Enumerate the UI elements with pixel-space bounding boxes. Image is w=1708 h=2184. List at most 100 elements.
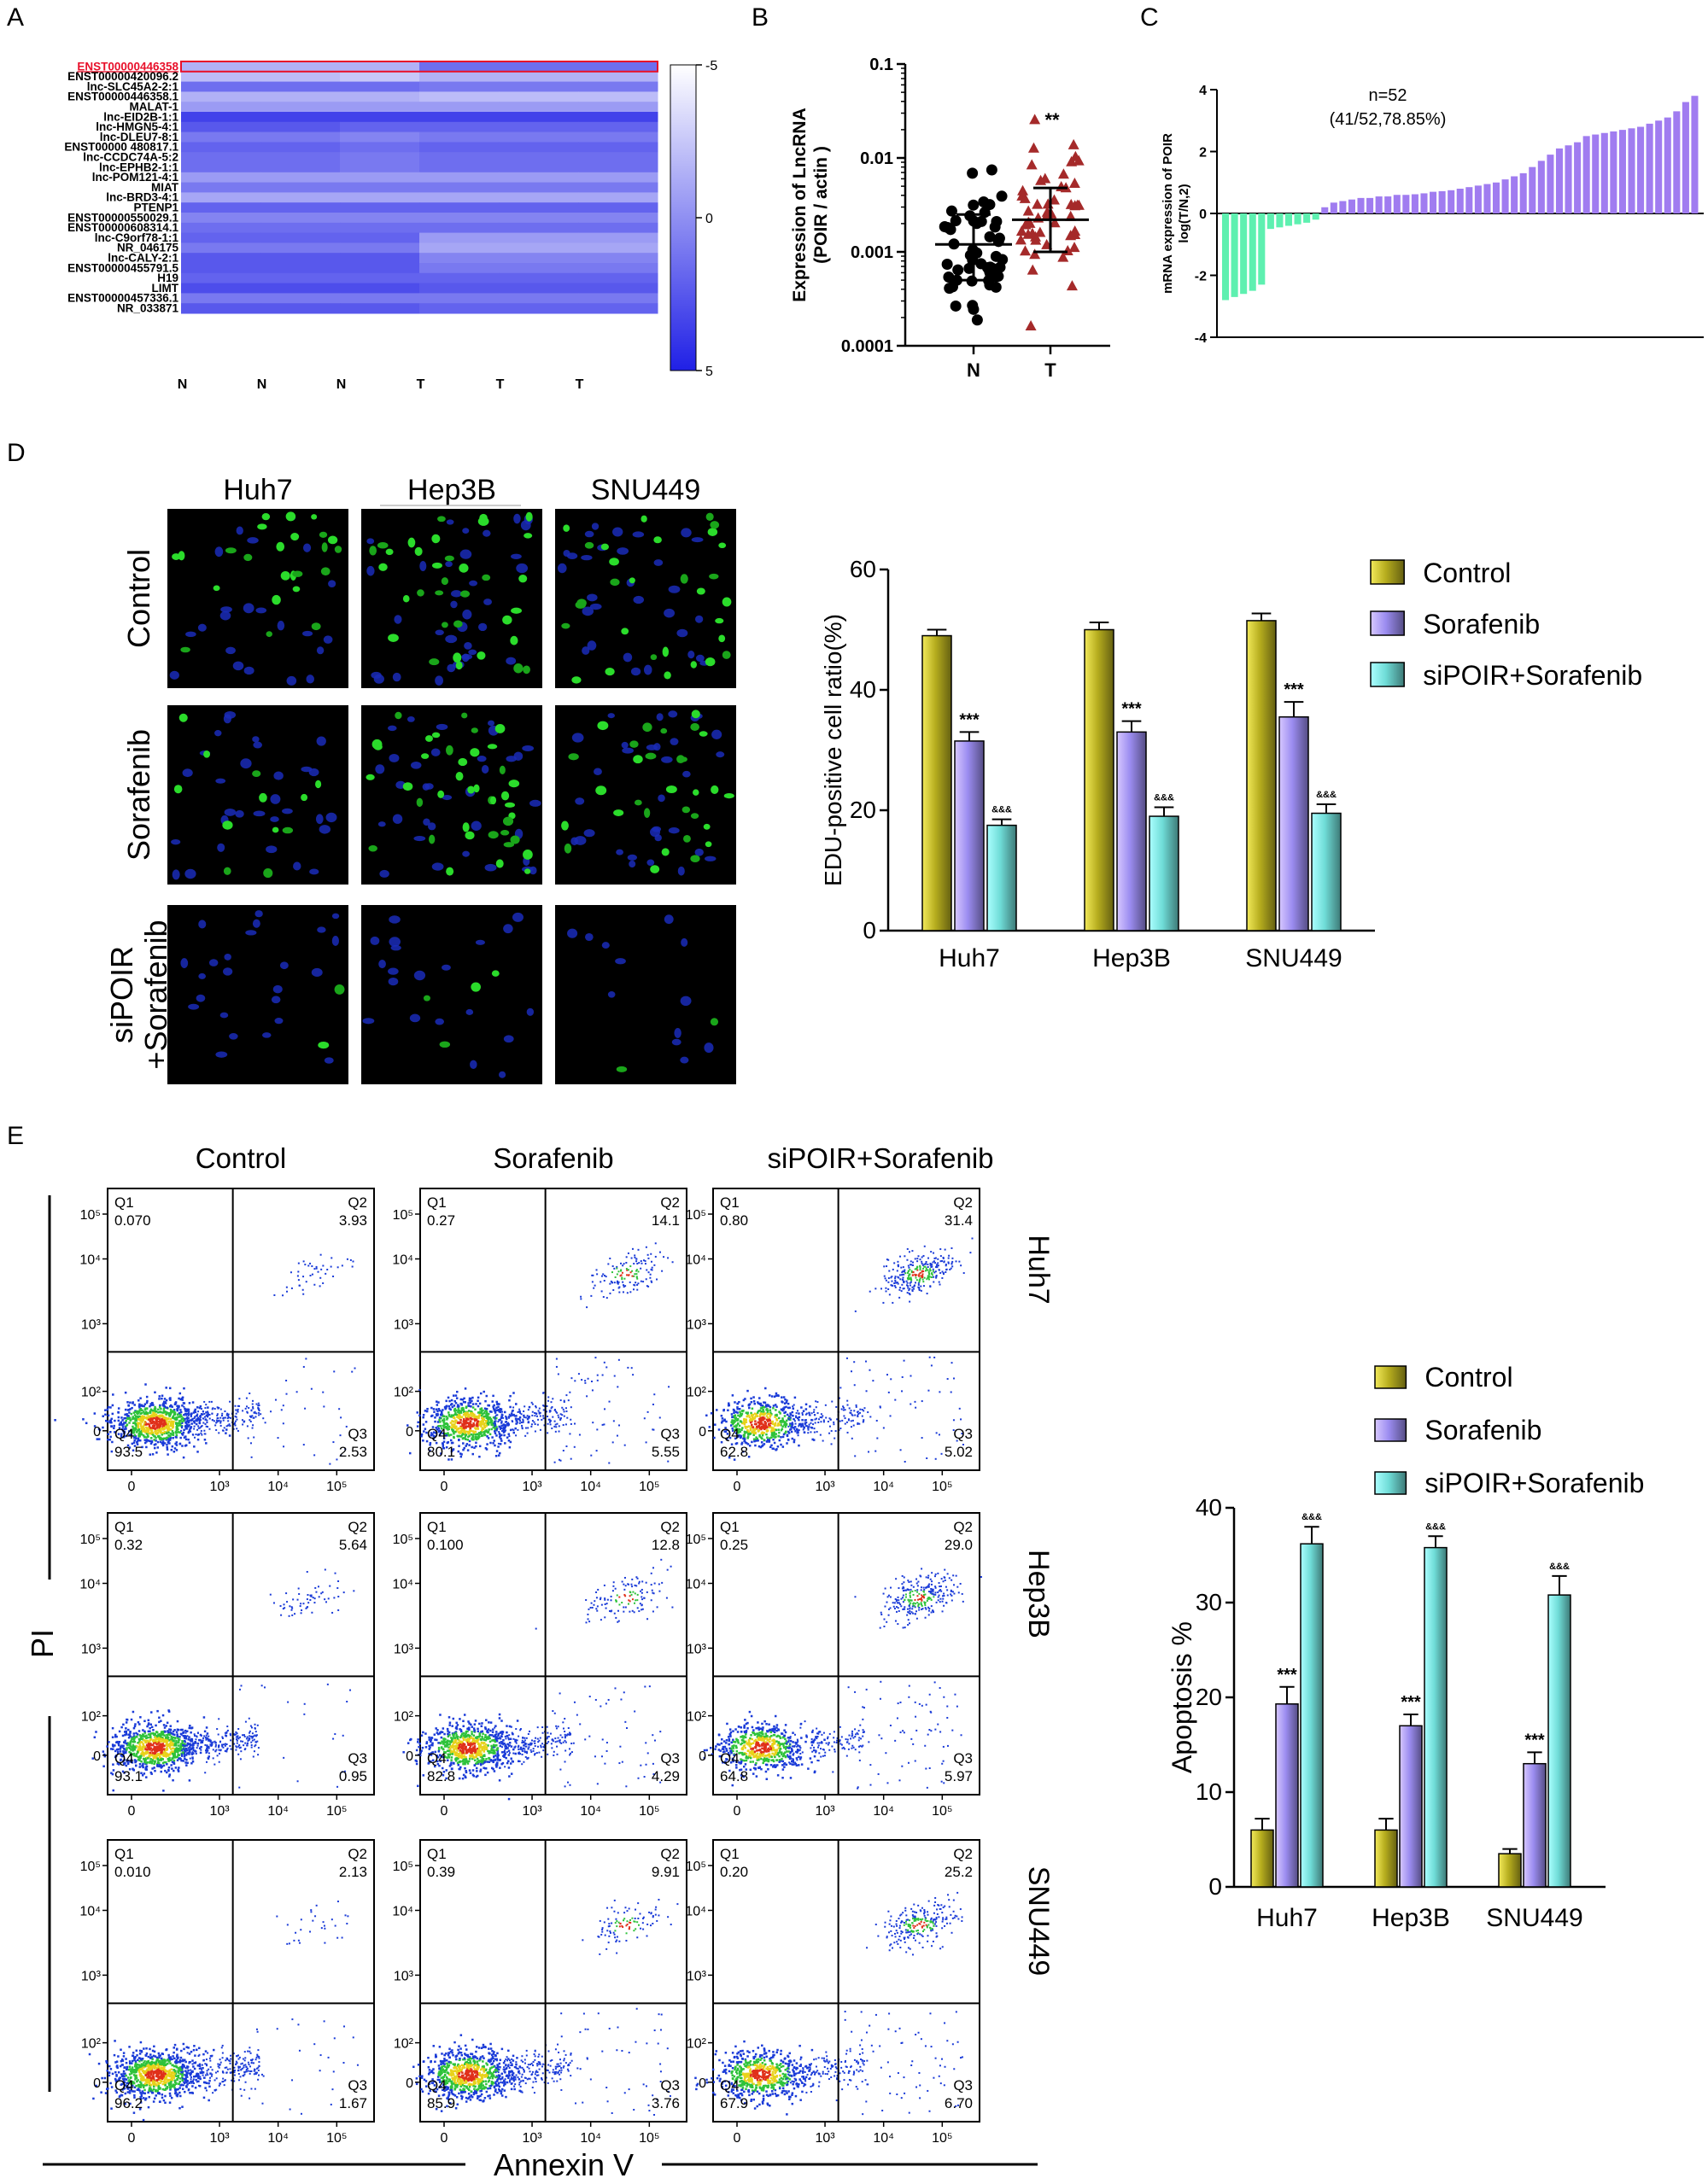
- event-dot: [205, 1425, 208, 1428]
- nucleus-green: [524, 533, 533, 539]
- event-dot: [769, 1419, 771, 1422]
- event-dot: [759, 1403, 762, 1406]
- event-dot: [505, 1416, 508, 1419]
- waterfall-bar: [1483, 184, 1491, 213]
- event-dot: [636, 1263, 639, 1265]
- event-dot: [420, 1434, 423, 1438]
- event-dot: [182, 1431, 185, 1434]
- nucleus-blue: [254, 910, 263, 918]
- event-dot: [766, 1420, 769, 1422]
- nucleus-blue: [616, 849, 623, 855]
- event-dot: [283, 1445, 285, 1448]
- event-dot: [186, 1761, 189, 1765]
- event-dot: [777, 1423, 781, 1427]
- event-dot: [313, 1454, 316, 1457]
- event-dot: [237, 1408, 239, 1410]
- event-dot: [754, 1444, 757, 1447]
- event-dot: [562, 1450, 564, 1452]
- event-dot: [795, 1428, 798, 1431]
- event-dot: [442, 1426, 446, 1429]
- event-dot: [106, 1420, 109, 1423]
- nucleus-green: [446, 867, 454, 876]
- event-dot: [175, 1416, 178, 1419]
- heatmap-cell: [419, 91, 500, 102]
- nucleus-blue: [236, 526, 243, 535]
- data-point-N: [997, 254, 1009, 266]
- event-dot: [93, 1412, 97, 1415]
- nucleus-blue: [623, 652, 633, 663]
- quadrant-value-q1: 0.80: [720, 1212, 748, 1229]
- event-dot: [530, 1423, 533, 1426]
- event-dot: [503, 1423, 506, 1426]
- heatmap-cell: [419, 232, 500, 243]
- event-dot: [769, 1436, 773, 1439]
- event-dot: [453, 1423, 456, 1426]
- event-dot: [125, 1733, 128, 1736]
- event-dot: [178, 1416, 181, 1418]
- event-dot: [869, 1369, 871, 1371]
- event-dot: [917, 1255, 920, 1258]
- nucleus-blue: [394, 615, 402, 624]
- event-dot: [474, 1419, 477, 1422]
- nucleus-green: [595, 785, 607, 796]
- event-dot: [819, 1434, 822, 1436]
- nucleus-blue: [315, 814, 324, 825]
- event-dot: [196, 1434, 199, 1436]
- event-dot: [468, 1431, 471, 1434]
- event-dot: [209, 1743, 212, 1746]
- waterfall-bar: [1249, 213, 1256, 291]
- event-dot: [482, 1434, 484, 1437]
- event-dot: [951, 1260, 954, 1263]
- nucleus-green: [407, 537, 416, 548]
- data-point-T: [1022, 228, 1034, 239]
- event-dot: [751, 1440, 753, 1444]
- event-dot: [769, 1422, 772, 1425]
- event-dot: [137, 1720, 140, 1724]
- event-dot: [834, 1430, 837, 1433]
- event-dot: [122, 1760, 125, 1762]
- event-dot: [157, 1411, 160, 1414]
- event-dot: [754, 1428, 757, 1431]
- event-dot: [644, 1259, 646, 1262]
- event-dot: [737, 1435, 740, 1439]
- significance-label: ***: [1284, 680, 1304, 699]
- event-dot: [903, 1359, 905, 1362]
- event-dot: [634, 1284, 636, 1287]
- event-dot: [804, 1425, 807, 1428]
- event-dot: [723, 1430, 726, 1433]
- event-dot: [133, 1755, 136, 1757]
- event-dot: [905, 1284, 908, 1287]
- event-dot: [147, 1719, 150, 1722]
- event-dot: [142, 1425, 145, 1428]
- event-dot: [207, 1410, 209, 1413]
- event-dot: [542, 1409, 545, 1411]
- event-dot: [126, 1761, 130, 1764]
- event-dot: [745, 1418, 747, 1421]
- event-dot: [921, 1262, 923, 1264]
- nucleus-green: [290, 533, 300, 541]
- data-point-N: [986, 164, 997, 176]
- event-dot: [537, 1418, 540, 1421]
- event-dot: [828, 1432, 831, 1434]
- nucleus-green: [261, 513, 271, 521]
- event-dot: [164, 1416, 167, 1419]
- event-dot: [168, 1756, 171, 1760]
- event-dot: [720, 1440, 723, 1444]
- event-dot: [165, 1743, 168, 1745]
- event-dot: [453, 1426, 456, 1428]
- nucleus-blue: [252, 919, 260, 928]
- event-dot: [171, 1761, 174, 1763]
- event-dot: [185, 1408, 188, 1411]
- event-dot: [453, 1407, 457, 1410]
- nucleus-blue: [319, 825, 331, 834]
- event-dot: [190, 1726, 193, 1730]
- event-dot: [139, 1416, 143, 1418]
- event-dot: [149, 1428, 153, 1431]
- event-dot: [205, 1726, 208, 1729]
- event-dot: [798, 1416, 801, 1419]
- nucleus-blue: [219, 610, 231, 621]
- event-dot: [896, 1270, 898, 1272]
- event-dot: [739, 1430, 742, 1434]
- heatmap-cell: [578, 202, 658, 213]
- quadrant-value-q3: 5.55: [652, 1444, 680, 1460]
